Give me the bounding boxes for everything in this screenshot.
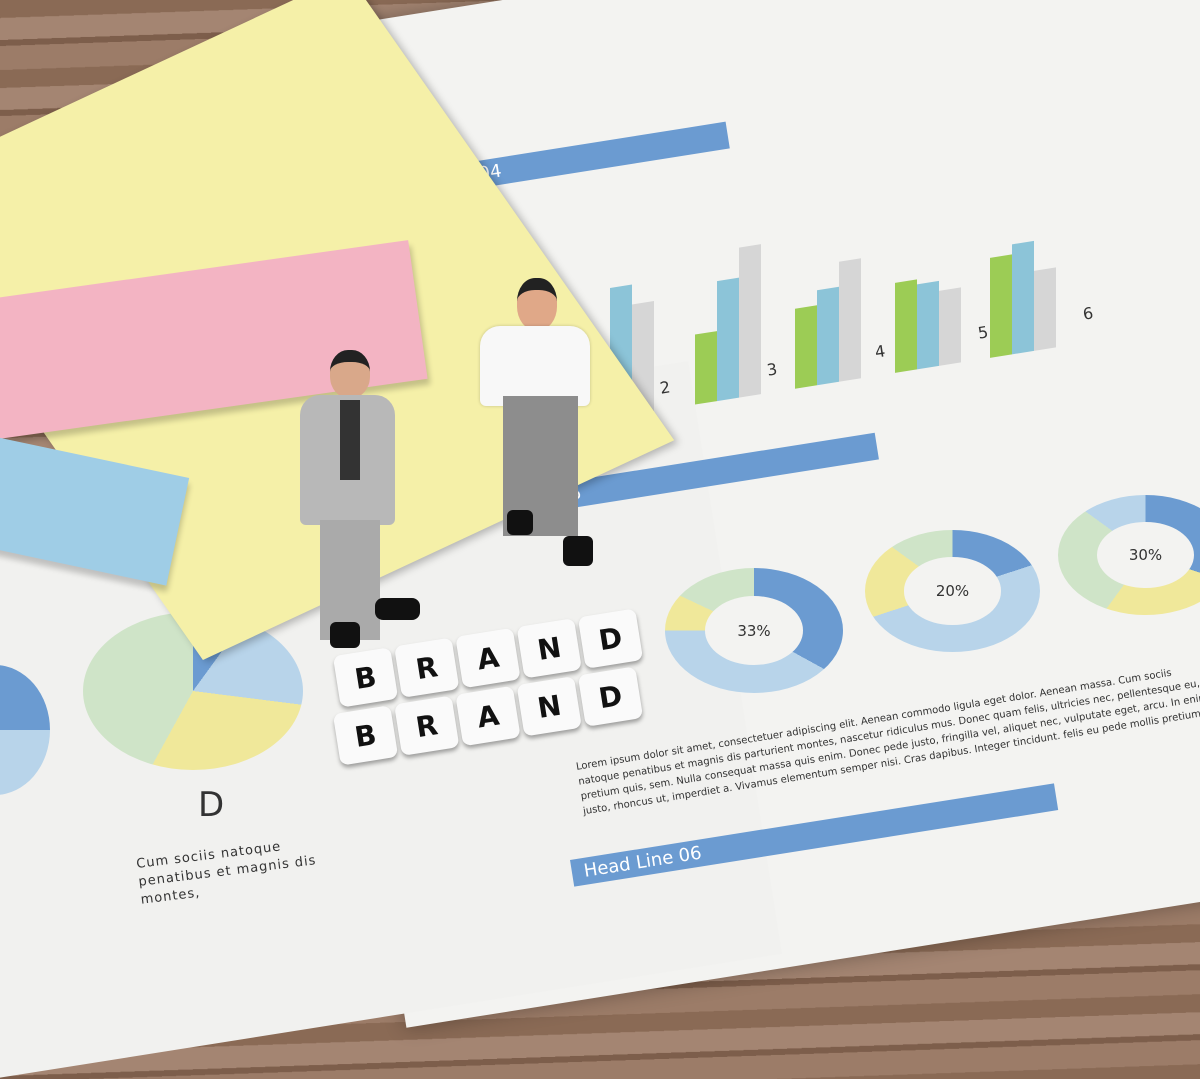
figurine-shoe <box>507 510 533 535</box>
figurine-suit <box>285 350 425 655</box>
donut-label: 20% <box>904 557 1001 625</box>
bar <box>695 331 717 405</box>
letter-cube: A <box>455 627 521 689</box>
donut-chart-33: 33% <box>665 568 843 693</box>
letter-cube: B <box>332 647 399 708</box>
letter-cube: D <box>577 666 644 727</box>
figurine-shoe <box>563 536 593 566</box>
figurine-head <box>517 278 557 330</box>
letter-cube: B <box>332 705 399 766</box>
donut-label: 33% <box>705 596 803 665</box>
donut-label: 30% <box>1097 522 1194 588</box>
bar <box>1034 267 1056 351</box>
letter-cube: R <box>394 695 460 756</box>
figurine-shirt <box>480 326 590 406</box>
letter-cube: D <box>577 608 644 669</box>
figurine-shoe <box>330 622 360 648</box>
bar <box>817 286 839 386</box>
letter-cube: A <box>455 685 521 747</box>
pie-label: D <box>198 785 225 825</box>
bar <box>795 305 817 389</box>
bar <box>717 277 739 402</box>
bar <box>1012 240 1034 355</box>
donut-chart-30: 30% <box>1058 495 1200 615</box>
bar <box>839 258 861 382</box>
figurine-casual <box>465 278 615 573</box>
bar <box>990 254 1012 358</box>
letter-cube: N <box>516 676 582 737</box>
figurine-head <box>330 350 370 398</box>
bar <box>939 287 961 366</box>
figurine-tie <box>340 400 360 480</box>
figurine-shoe <box>375 598 420 620</box>
donut-chart-20: 20% <box>865 530 1040 652</box>
bar <box>917 280 939 370</box>
letter-cube: N <box>516 618 582 679</box>
figurine-legs <box>320 520 380 640</box>
bar <box>895 279 917 373</box>
bar <box>739 244 761 398</box>
